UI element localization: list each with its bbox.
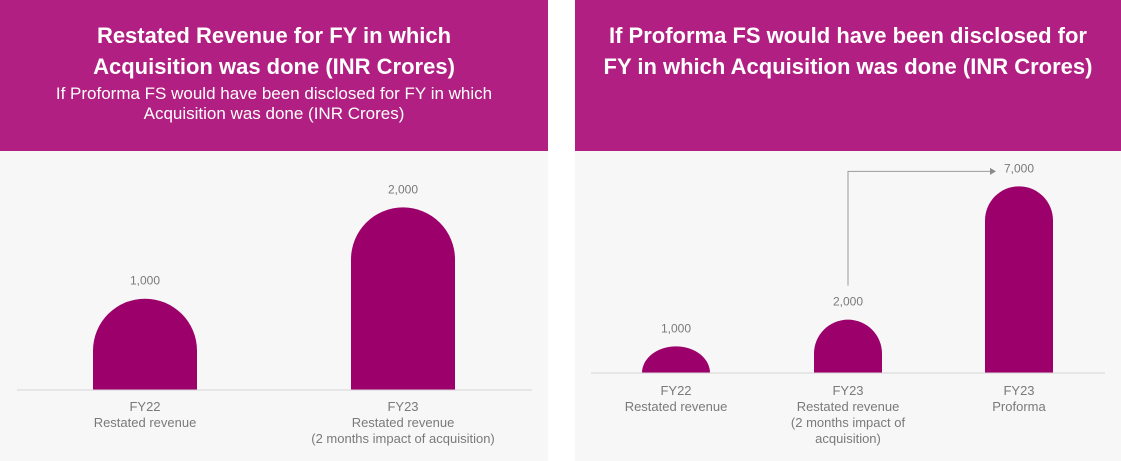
bar-0-1 — [351, 207, 455, 390]
left-chart-title: Restated Revenue for FY in which Acquisi… — [93, 23, 455, 79]
right-chart-panel: If Proforma FS would have been disclosed… — [575, 0, 1121, 461]
value-label-1-2: 7,000 — [1004, 161, 1034, 175]
value-label-1-0: 1,000 — [661, 321, 691, 335]
chart-svg-1: 1,000 2,000 7,000 — [591, 161, 1105, 374]
bar-1-2 — [985, 186, 1053, 373]
right-chart-header: If Proforma FS would have been disclosed… — [575, 0, 1121, 151]
category-label-1-2: FY23 Proforma — [992, 383, 1046, 414]
left-chart-panel: Restated Revenue for FY in which Acquisi… — [0, 0, 548, 461]
chart-svg-0: 1,000 2,000 — [17, 182, 532, 391]
value-label-0-0: 1,000 — [130, 274, 160, 288]
left-chart-area: 1,000 2,000 FY22 Restated revenue FY23 Restat… — [0, 151, 548, 461]
category-label-1-1: FY23 Restated revenue (2 months impact of a… — [790, 383, 906, 446]
bar-1-1 — [814, 319, 882, 373]
right-chart-title: If Proforma FS would have been disclosed… — [603, 23, 1093, 79]
bar-0-0 — [93, 298, 197, 390]
category-label-0-1: FY23 Restated revenue (2 months impact of … — [311, 399, 495, 446]
bar-1-0 — [642, 346, 710, 373]
category-label-1-0: FY22 Restated revenue — [624, 383, 728, 414]
left-chart-subtitle: If Proforma FS would have been disclosed… — [55, 84, 493, 123]
annotation-arrow-head — [990, 167, 996, 175]
right-chart-area: 1,000 2,000 7,000 FY22 Restated revenue FY23 R… — [575, 151, 1121, 461]
value-label-1-1: 2,000 — [833, 295, 863, 309]
left-chart-header: Restated Revenue for FY in which Acquisi… — [0, 0, 548, 151]
category-label-0-0: FY22 Restated revenue — [93, 399, 197, 430]
annotation-arrow-line — [847, 170, 991, 286]
value-label-0-1: 2,000 — [388, 182, 418, 196]
